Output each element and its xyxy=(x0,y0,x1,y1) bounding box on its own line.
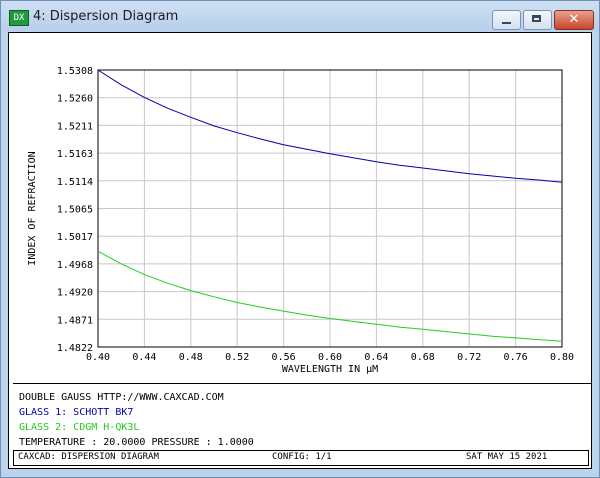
y-tick-label: 1.4920 xyxy=(57,288,93,299)
y-tick-label: 1.5260 xyxy=(57,94,93,105)
status-bar: CAXCAD: DISPERSION DIAGRAM CONFIG: 1/1 S… xyxy=(13,450,589,466)
window-title: 4: Dispersion Diagram xyxy=(33,9,179,24)
maximize-icon xyxy=(532,15,541,22)
series-line-2 xyxy=(97,250,563,342)
x-axis-label: WAVELENGTH IN µM xyxy=(282,364,378,375)
x-tick-label: 0.60 xyxy=(318,352,342,363)
maximize-button[interactable] xyxy=(523,10,552,30)
status-left: CAXCAD: DISPERSION DIAGRAM xyxy=(18,452,159,462)
info-panel: DOUBLE GAUSS HTTP://WWW.CAXCAD.COM GLASS… xyxy=(13,383,591,456)
x-tick-label: 0.76 xyxy=(504,352,528,363)
y-tick-label: 1.4822 xyxy=(57,343,93,354)
y-axis-label: INDEX OF REFRACTION xyxy=(27,151,38,265)
x-tick-label: 0.72 xyxy=(457,352,481,363)
close-button[interactable]: ✕ xyxy=(554,10,594,30)
x-tick-label: 0.64 xyxy=(364,352,388,363)
y-tick-label: 1.5163 xyxy=(57,149,93,160)
x-tick-label: 0.44 xyxy=(132,352,156,363)
title-bar[interactable]: DX 4: Dispersion Diagram ✕ xyxy=(1,1,599,31)
x-tick-label: 0.40 xyxy=(86,352,110,363)
x-tick-label: 0.48 xyxy=(179,352,203,363)
plot-frame xyxy=(97,69,563,348)
info-line-conditions: TEMPERATURE : 20.0000 PRESSURE : 1.0000 xyxy=(19,437,254,448)
status-date: SAT MAY 15 2021 xyxy=(466,452,548,462)
x-tick-label: 0.80 xyxy=(550,352,574,363)
info-line-title: DOUBLE GAUSS HTTP://WWW.CAXCAD.COM xyxy=(19,392,224,403)
x-tick-label: 0.52 xyxy=(225,352,249,363)
minimize-button[interactable] xyxy=(492,10,521,30)
y-tick-label: 1.5065 xyxy=(57,205,93,216)
x-tick-label: 0.56 xyxy=(272,352,296,363)
close-icon: ✕ xyxy=(568,12,580,27)
y-tick-label: 1.4968 xyxy=(57,260,93,271)
y-tick-label: 1.5114 xyxy=(57,177,93,188)
status-config: CONFIG: 1/1 xyxy=(272,452,332,462)
app-icon: DX xyxy=(9,10,29,26)
y-tick-label: 1.5017 xyxy=(57,232,93,243)
series-line-1 xyxy=(97,69,563,183)
info-line-glass1: GLASS 1: SCHOTT BK7 xyxy=(19,407,134,418)
x-tick-label: 0.68 xyxy=(411,352,435,363)
info-line-glass2: GLASS 2: CDGM H-QK3L xyxy=(19,422,140,433)
y-tick-label: 1.5211 xyxy=(57,121,93,132)
dispersion-chart: 0.40 0.44 0.48 0.52 0.56 0.60 0.64 0.68 0.72 0.76… xyxy=(27,66,574,375)
y-tick-label: 1.4871 xyxy=(57,315,93,326)
diagram-area: 0.40 0.44 0.48 0.52 0.56 0.60 0.64 0.68 0.72 0.76… xyxy=(8,32,592,469)
minimize-icon xyxy=(502,22,511,24)
y-tick-label: 1.5308 xyxy=(57,66,93,77)
